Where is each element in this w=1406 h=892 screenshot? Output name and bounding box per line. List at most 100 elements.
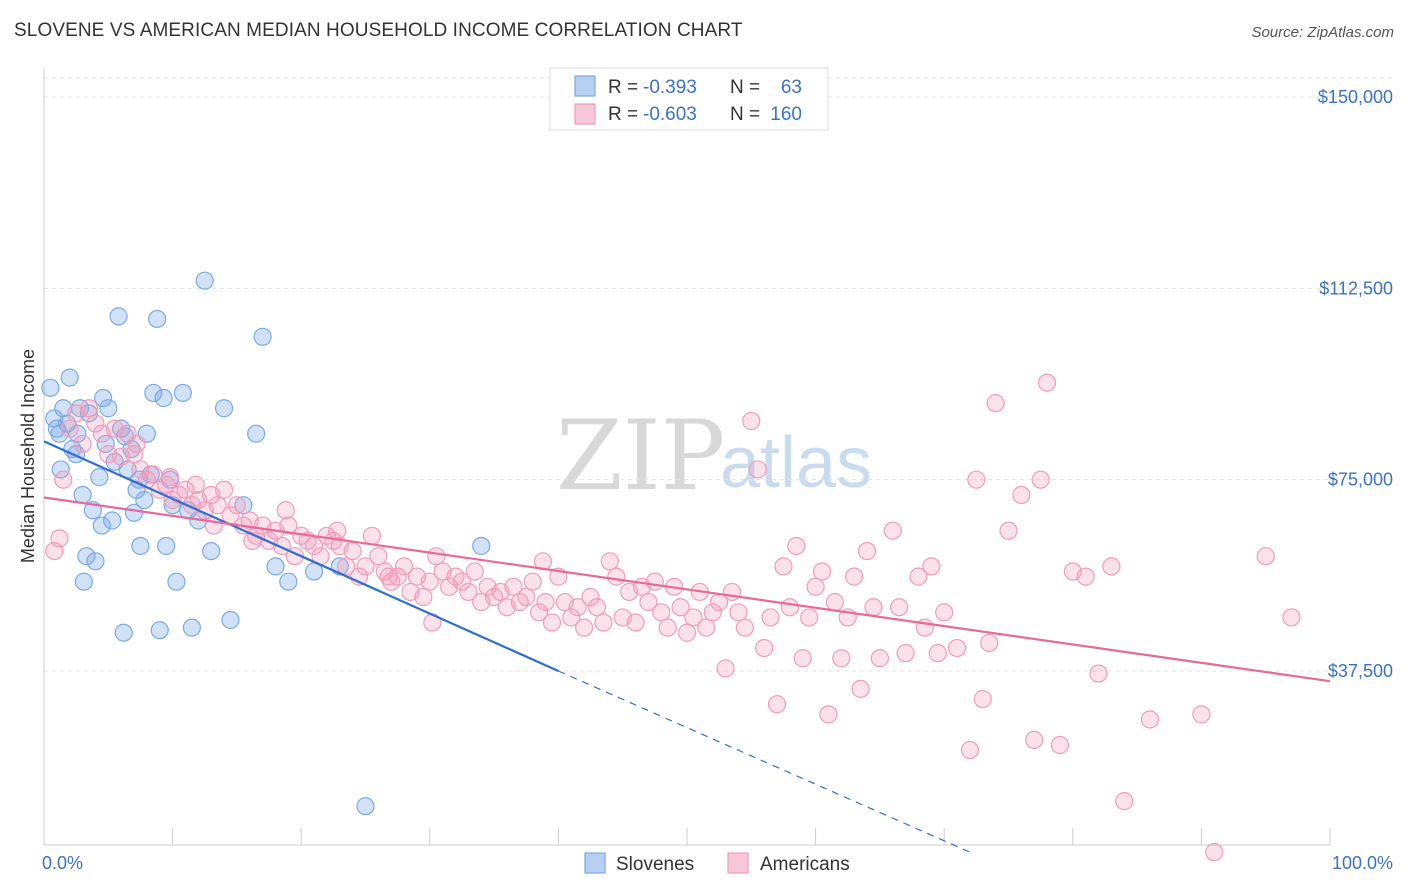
americans-point-55 (394, 557, 414, 576)
legend-bottom-label-americans: Americans (760, 854, 850, 875)
americans-point-66 (465, 562, 484, 581)
americans-point-12 (118, 424, 137, 443)
americans-point-151 (1076, 567, 1095, 586)
slovenes-point-15 (94, 388, 113, 408)
americans-point-139 (960, 740, 980, 760)
americans-point-145 (1012, 485, 1031, 505)
americans-point-102 (697, 618, 716, 637)
slovenes-point-47 (253, 327, 272, 346)
slovenes-point-41 (195, 271, 214, 290)
y-tick-labels: $150,000 $112,500 $75,000 $37,500 (1318, 87, 1393, 681)
americans-point-162 (186, 475, 205, 494)
slovenes-point-0 (41, 378, 60, 397)
grid-lines (44, 77, 1392, 672)
slovenes-point-46 (247, 424, 266, 443)
watermark-zip: ZIP (556, 400, 725, 512)
americans-point-2 (54, 470, 73, 489)
slovenes-point-11 (79, 404, 99, 423)
americans-point-82 (568, 598, 587, 617)
y-axis-label: Median Household Income (18, 349, 38, 563)
americans-point-118 (800, 608, 819, 627)
americans-point-74 (517, 587, 536, 607)
americans-point-81 (562, 608, 581, 627)
americans-point-41 (304, 536, 324, 556)
americans-point-47 (343, 541, 362, 561)
slovenes-point-30 (144, 383, 163, 403)
americans-point-131 (890, 598, 909, 617)
x-tick-label-left: 0.0% (42, 853, 83, 873)
americans-point-91 (626, 613, 645, 632)
americans-point-6 (79, 399, 99, 418)
americans-point-126 (851, 679, 870, 698)
americans-point-130 (883, 521, 902, 540)
chart-title: SLOVENE VS AMERICAN MEDIAN HOUSEHOLD INC… (14, 20, 743, 41)
americans-point-152 (1089, 664, 1108, 683)
americans-point-154 (1115, 792, 1134, 811)
y-tick-label-1: $112,500 (1319, 278, 1393, 298)
americans-point-136 (928, 644, 947, 663)
slovenes-point-37 (167, 572, 186, 591)
americans-point-98 (671, 598, 690, 617)
slovenes-point-38 (173, 383, 192, 403)
americans-point-138 (947, 638, 967, 658)
slovenes-point-2 (47, 419, 66, 438)
slovenes-point-62 (182, 618, 201, 637)
slovenes-point-56 (77, 547, 96, 566)
americans-point-26 (208, 496, 227, 515)
americans-point-132 (896, 644, 915, 663)
americans-point-51 (369, 547, 388, 566)
americans-point-77 (536, 593, 555, 612)
americans-point-58 (414, 587, 433, 607)
slovenes-points (41, 271, 491, 816)
slovenes-point-43 (214, 399, 234, 418)
y-tick-label-0: $150,000 (1318, 87, 1393, 107)
americans-point-127 (857, 541, 877, 561)
americans-point-108 (735, 618, 754, 637)
americans-point-60 (427, 547, 446, 566)
americans-point-75 (523, 572, 542, 591)
slovenes-point-58 (114, 623, 133, 642)
americans-point-149 (1050, 735, 1070, 755)
slovenes-point-34 (157, 536, 176, 556)
americans-point-166 (328, 521, 347, 540)
americans-point-21 (176, 480, 195, 499)
americans-point-95 (652, 603, 671, 622)
americans-point-111 (755, 638, 774, 658)
americans-point-85 (587, 598, 607, 617)
slovenes-point-6 (60, 368, 79, 387)
legend-r-value-2: -0.603 (643, 104, 697, 125)
slovenes-point-24 (124, 503, 144, 522)
slovenes-point-19 (109, 307, 128, 326)
americans-point-159 (1282, 608, 1301, 627)
americans-point-107 (729, 603, 748, 622)
slovenes-point-16 (99, 399, 118, 418)
axes (43, 68, 1331, 846)
americans-point-119 (806, 577, 825, 596)
slovenes-point-14 (90, 468, 109, 487)
watermark-atlas: atlas (720, 423, 872, 503)
americans-point-158 (1256, 547, 1275, 566)
americans-point-125 (845, 567, 864, 586)
americans-point-135 (922, 557, 941, 576)
americans-point-87 (600, 552, 619, 571)
legend-n-value-2: 160 (770, 104, 802, 125)
americans-point-142 (980, 633, 999, 653)
americans-point-110 (748, 460, 767, 479)
americans-point-72 (504, 577, 523, 596)
americans-point-143 (986, 394, 1005, 413)
slovenes-trend-extension (558, 670, 971, 853)
americans-point-147 (1031, 470, 1050, 489)
slovenes-point-17 (103, 511, 122, 530)
americans-point-29 (227, 496, 246, 515)
legend-bottom-swatch-slovenes (584, 852, 606, 874)
americans-point-155 (1140, 710, 1160, 729)
americans-point-153 (1102, 557, 1121, 576)
americans-point-137 (935, 603, 954, 622)
slovenes-point-61 (92, 516, 111, 535)
americans-point-157 (1205, 843, 1224, 862)
slovenes-point-10 (73, 485, 92, 505)
slovenes-point-49 (279, 572, 298, 591)
americans-point-128 (864, 598, 883, 617)
legend-swatch-americans (574, 103, 596, 125)
